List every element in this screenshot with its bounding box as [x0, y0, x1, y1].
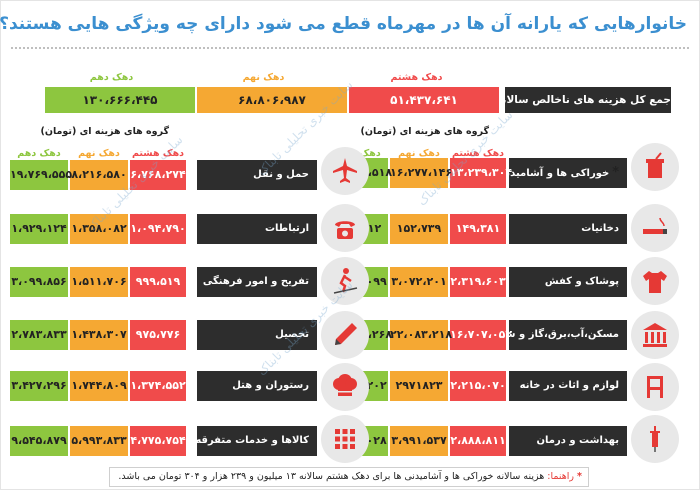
value-cell: ۳،۹۹۱،۵۳۷ [390, 426, 448, 456]
col-head-left-d10: دهک دهم [17, 148, 61, 159]
category-label: حمل و نقل [197, 160, 317, 190]
category-label: لوازم و اثاث در خانه [509, 371, 627, 401]
value-cell: ۱۳،۲۳۹،۳۰۴ [450, 158, 512, 188]
value-cell: ۹۹۹،۵۱۹ [130, 267, 186, 297]
value-cell: ۱۵۲،۷۳۹ [390, 214, 448, 244]
summary-total-decile10: ۱۳۰،۶۶۶،۴۴۵ [45, 87, 195, 113]
category-label: *خوراکی ها و آشامیدنی ها [482, 158, 627, 188]
value-cell: ۹۷۵،۷۷۶ [130, 320, 186, 350]
category-label: مسکن،آب،برق،گاز و سایر [492, 320, 627, 350]
value-cell: ۳،۴۲۷،۲۹۶ [10, 371, 68, 401]
value-cell: ۱۶،۷۰۷،۰۵۲ [450, 320, 512, 350]
footnote: * راهنما: هزینه سالانه خوراکی ها و آشامی… [109, 467, 589, 487]
telephone-icon [321, 204, 369, 252]
category-label: تفریح و امور فرهنگی [197, 267, 317, 297]
value-cell: ۱۶،۲۷۷،۱۴۶ [390, 158, 452, 188]
value-cell: ۱،۷۴۴،۸۰۹ [70, 371, 128, 401]
category-label: ارتباطات [197, 214, 317, 244]
col-head-right-d9: دهک نهم [398, 148, 440, 159]
category-label: بهداشت و درمان [509, 426, 627, 456]
value-cell: ۶،۷۶۸،۲۷۴ [130, 160, 186, 190]
value-cell: ۱،۴۳۸،۳۰۷ [70, 320, 128, 350]
col-head-right-d8: دهک هشتم [451, 148, 505, 159]
value-cell: ۲۲،۰۸۳،۲۱۸ [390, 320, 452, 350]
chef-hat-icon [321, 363, 369, 411]
shirt-icon [631, 257, 679, 305]
syringe-icon [631, 415, 679, 463]
summary-head-decile8: دهک هشتم [390, 72, 443, 83]
pencil-icon [321, 311, 369, 359]
category-label: تحصیل [197, 320, 317, 350]
value-cell: ۲۹۷۱۸۲۳ [390, 371, 448, 401]
value-cell: ۴،۷۷۵،۷۵۴ [130, 426, 186, 456]
category-label: رستوران و هتل [197, 371, 317, 401]
col-head-left-d9: دهک نهم [78, 148, 120, 159]
building-icon [631, 311, 679, 359]
skier-icon [321, 257, 369, 305]
star-marker: * [612, 165, 619, 180]
summary-head-decile9: دهک نهم [242, 72, 285, 83]
summary-head-decile10: دهک دهم [89, 72, 134, 83]
footnote-text: هزینه سالانه خوراکی ها و آشامیدنی ها برا… [118, 471, 545, 482]
cup-icon [631, 143, 679, 191]
value-cell: ۳،۰۹۹،۸۵۶ [10, 267, 68, 297]
value-cell: ۲،۷۸۳،۸۳۳ [10, 320, 68, 350]
value-cell: ۱،۰۹۴،۷۹۰ [130, 214, 186, 244]
value-cell: ۲،۲۱۵،۰۷۰ [450, 371, 506, 401]
value-cell: ۱۹،۷۶۹،۵۵۵ [10, 160, 72, 190]
chair-icon [631, 363, 679, 411]
cigarette-icon [631, 204, 679, 252]
airplane-icon [321, 147, 369, 195]
summary-label: جمع کل هزینه های ناخالص سالانه (تومان) [453, 87, 671, 113]
grid-icon [321, 415, 369, 463]
value-cell: ۱،۹۲۹،۱۲۴ [10, 214, 68, 244]
page-title: خانوارهایی که یارانه آن ها در مهرماه قطع… [0, 14, 687, 34]
summary-total-decile9: ۶۸،۸۰۶،۹۸۷ [197, 87, 347, 113]
summary-total-decile8: ۵۱،۴۳۷،۶۴۱ [349, 87, 499, 113]
col-head-left-d8: دهک هشتم [131, 148, 185, 159]
value-cell: ۱،۳۷۴،۵۵۲ [130, 371, 186, 401]
value-cell: ۳،۰۷۲،۲۰۱ [390, 267, 448, 297]
value-cell: ۲،۳۱۹،۶۰۳ [450, 267, 506, 297]
value-cell: ۱،۳۵۸،۰۸۲ [70, 214, 128, 244]
category-label: کالاها و خدمات متفرقه [195, 426, 317, 456]
value-cell: ۱۴۹،۳۸۱ [450, 214, 506, 244]
category-label: پوشاک و کفش [509, 267, 627, 297]
value-cell: ۵،۹۹۳،۸۳۳ [70, 426, 128, 456]
title-divider [11, 47, 689, 49]
value-cell: ۱،۵۱۱،۷۰۶ [70, 267, 128, 297]
value-cell: ۹،۵۴۵،۸۷۹ [10, 426, 68, 456]
value-cell: ۸،۲۱۶،۵۸۰ [70, 160, 128, 190]
value-cell: ۲،۸۸۸،۸۱۱ [450, 426, 506, 456]
category-label: دخانیات [509, 214, 627, 244]
group-header-right: گروه های هزینه ای (تومان) [360, 126, 489, 137]
footnote-key: راهنما: [547, 471, 574, 482]
footnote-star: * [577, 471, 582, 482]
group-header-left: گروه های هزینه ای (تومان) [40, 126, 169, 137]
